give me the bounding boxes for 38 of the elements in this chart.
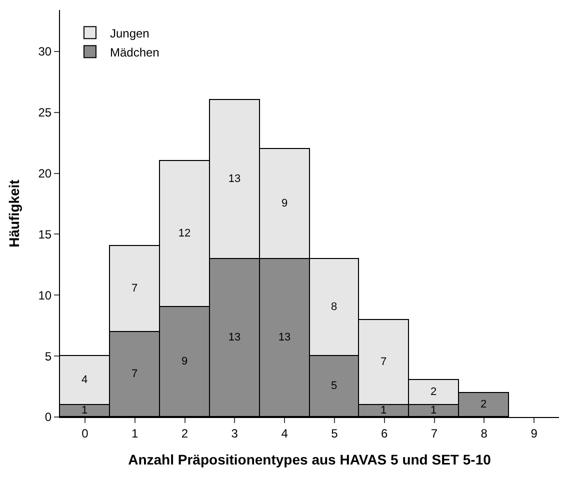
x-tick-label: 4 (281, 426, 288, 440)
data-label: 13 (228, 173, 241, 185)
y-tick-label: 10 (38, 288, 52, 302)
x-tick-label: 5 (331, 426, 338, 440)
data-label: 2 (480, 398, 487, 410)
data-label: 7 (380, 356, 387, 368)
legend-label: Jungen (110, 26, 150, 40)
data-label: 5 (330, 380, 338, 392)
legend-label: Mädchen (110, 45, 160, 60)
data-label: 8 (330, 301, 338, 313)
x-tick-label: 8 (480, 426, 488, 440)
data-label: 1 (430, 404, 437, 416)
y-tick-label: 30 (38, 44, 52, 59)
y-tick-label: 20 (38, 166, 52, 180)
data-label: 4 (81, 374, 88, 386)
y-axis-title: Häufigkeit (6, 179, 22, 248)
data-label: 9 (181, 356, 188, 368)
x-tick-label: 7 (430, 426, 438, 440)
y-tick-label: 0 (44, 410, 52, 424)
y-tick-label: 15 (38, 227, 52, 242)
data-label: 7 (131, 282, 138, 294)
data-label: 9 (281, 198, 288, 210)
data-label: 1 (380, 404, 387, 416)
data-label: 1 (81, 404, 88, 416)
x-tick-label: 1 (132, 426, 139, 440)
data-label: 13 (278, 332, 291, 344)
data-label: 7 (131, 368, 138, 380)
x-tick-label: 6 (381, 426, 388, 440)
x-tick-label: 9 (530, 426, 538, 440)
x-tick-label: 0 (82, 426, 89, 440)
x-tick-label: 3 (231, 426, 238, 440)
data-label: 13 (228, 332, 241, 344)
x-tick-label: 2 (181, 426, 188, 440)
y-tick-label: 25 (38, 106, 52, 120)
data-label: 2 (430, 386, 437, 398)
x-axis-title: Anzahl Präpositionentypes aus HAVAS 5 und SET 5-10 (128, 452, 492, 468)
y-tick-label: 5 (44, 349, 52, 364)
data-label: 12 (178, 228, 191, 240)
